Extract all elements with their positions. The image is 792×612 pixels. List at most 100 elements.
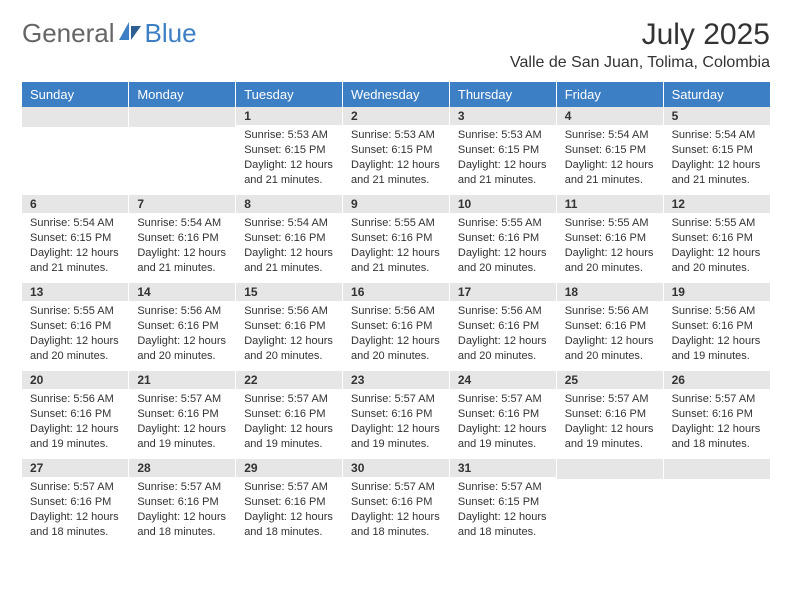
day-number: 28 [129,459,235,477]
calendar-cell [22,107,129,195]
day-details: Sunrise: 5:55 AMSunset: 6:16 PMDaylight:… [343,213,449,279]
day-number-bar [22,107,128,127]
day-details: Sunrise: 5:56 AMSunset: 6:16 PMDaylight:… [450,301,556,367]
calendar-cell: 30Sunrise: 5:57 AMSunset: 6:16 PMDayligh… [343,459,450,547]
day-number: 19 [664,283,770,301]
calendar-cell: 19Sunrise: 5:56 AMSunset: 6:16 PMDayligh… [663,283,770,371]
day-details: Sunrise: 5:56 AMSunset: 6:16 PMDaylight:… [557,301,663,367]
weekday-header: Sunday [22,82,129,107]
daylight-line: Daylight: 12 hours and 21 minutes. [137,246,227,276]
daylight-line: Daylight: 12 hours and 20 minutes. [565,246,655,276]
weekday-header: Monday [129,82,236,107]
calendar-table: SundayMondayTuesdayWednesdayThursdayFrid… [22,82,770,547]
sunset-line: Sunset: 6:15 PM [30,231,120,246]
weekday-header: Saturday [663,82,770,107]
calendar-cell: 8Sunrise: 5:54 AMSunset: 6:16 PMDaylight… [236,195,343,283]
title-block: July 2025 Valle de San Juan, Tolima, Col… [510,18,770,72]
calendar-cell: 10Sunrise: 5:55 AMSunset: 6:16 PMDayligh… [449,195,556,283]
day-number: 15 [236,283,342,301]
daylight-line: Daylight: 12 hours and 19 minutes. [458,422,548,452]
day-number: 25 [557,371,663,389]
daylight-line: Daylight: 12 hours and 21 minutes. [244,158,334,188]
day-number: 22 [236,371,342,389]
sunrise-line: Sunrise: 5:56 AM [351,304,441,319]
day-number: 12 [664,195,770,213]
calendar-cell: 2Sunrise: 5:53 AMSunset: 6:15 PMDaylight… [343,107,450,195]
day-details: Sunrise: 5:55 AMSunset: 6:16 PMDaylight:… [22,301,128,367]
sunset-line: Sunset: 6:16 PM [351,495,441,510]
calendar-cell [129,107,236,195]
calendar-cell: 7Sunrise: 5:54 AMSunset: 6:16 PMDaylight… [129,195,236,283]
calendar-cell: 9Sunrise: 5:55 AMSunset: 6:16 PMDaylight… [343,195,450,283]
daylight-line: Daylight: 12 hours and 20 minutes. [137,334,227,364]
day-details: Sunrise: 5:55 AMSunset: 6:16 PMDaylight:… [450,213,556,279]
day-number: 31 [450,459,556,477]
sunrise-line: Sunrise: 5:54 AM [30,216,120,231]
day-details: Sunrise: 5:57 AMSunset: 6:16 PMDaylight:… [664,389,770,455]
day-number: 5 [664,107,770,125]
sunrise-line: Sunrise: 5:55 AM [351,216,441,231]
calendar-week-row: 13Sunrise: 5:55 AMSunset: 6:16 PMDayligh… [22,283,770,371]
daylight-line: Daylight: 12 hours and 18 minutes. [244,510,334,540]
daylight-line: Daylight: 12 hours and 19 minutes. [30,422,120,452]
sunset-line: Sunset: 6:16 PM [30,407,120,422]
day-details: Sunrise: 5:57 AMSunset: 6:16 PMDaylight:… [129,477,235,543]
day-details: Sunrise: 5:54 AMSunset: 6:15 PMDaylight:… [557,125,663,191]
sunrise-line: Sunrise: 5:57 AM [137,392,227,407]
day-number: 27 [22,459,128,477]
sunset-line: Sunset: 6:15 PM [351,143,441,158]
sunrise-line: Sunrise: 5:57 AM [458,480,548,495]
calendar-cell: 23Sunrise: 5:57 AMSunset: 6:16 PMDayligh… [343,371,450,459]
sunrise-line: Sunrise: 5:56 AM [30,392,120,407]
calendar-cell: 16Sunrise: 5:56 AMSunset: 6:16 PMDayligh… [343,283,450,371]
logo-text-blue: Blue [145,18,197,49]
sunrise-line: Sunrise: 5:53 AM [244,128,334,143]
day-details: Sunrise: 5:54 AMSunset: 6:16 PMDaylight:… [236,213,342,279]
daylight-line: Daylight: 12 hours and 19 minutes. [565,422,655,452]
daylight-line: Daylight: 12 hours and 20 minutes. [244,334,334,364]
sunrise-line: Sunrise: 5:57 AM [30,480,120,495]
day-number: 21 [129,371,235,389]
day-details: Sunrise: 5:53 AMSunset: 6:15 PMDaylight:… [236,125,342,191]
sunrise-line: Sunrise: 5:55 AM [30,304,120,319]
calendar-cell: 12Sunrise: 5:55 AMSunset: 6:16 PMDayligh… [663,195,770,283]
sunset-line: Sunset: 6:16 PM [672,407,762,422]
sunrise-line: Sunrise: 5:57 AM [458,392,548,407]
calendar-cell: 22Sunrise: 5:57 AMSunset: 6:16 PMDayligh… [236,371,343,459]
daylight-line: Daylight: 12 hours and 18 minutes. [30,510,120,540]
calendar-cell: 15Sunrise: 5:56 AMSunset: 6:16 PMDayligh… [236,283,343,371]
day-number: 14 [129,283,235,301]
logo-sail-icon [117,18,143,49]
sunrise-line: Sunrise: 5:57 AM [351,392,441,407]
sunset-line: Sunset: 6:16 PM [672,319,762,334]
daylight-line: Daylight: 12 hours and 18 minutes. [458,510,548,540]
calendar-cell: 29Sunrise: 5:57 AMSunset: 6:16 PMDayligh… [236,459,343,547]
day-details: Sunrise: 5:56 AMSunset: 6:16 PMDaylight:… [343,301,449,367]
day-details: Sunrise: 5:54 AMSunset: 6:16 PMDaylight:… [129,213,235,279]
sunset-line: Sunset: 6:16 PM [351,231,441,246]
sunrise-line: Sunrise: 5:57 AM [351,480,441,495]
day-number: 4 [557,107,663,125]
day-number: 16 [343,283,449,301]
day-number: 17 [450,283,556,301]
sunset-line: Sunset: 6:16 PM [244,495,334,510]
day-number: 10 [450,195,556,213]
day-number: 11 [557,195,663,213]
day-details: Sunrise: 5:57 AMSunset: 6:16 PMDaylight:… [557,389,663,455]
daylight-line: Daylight: 12 hours and 20 minutes. [458,334,548,364]
calendar-week-row: 20Sunrise: 5:56 AMSunset: 6:16 PMDayligh… [22,371,770,459]
sunset-line: Sunset: 6:16 PM [244,319,334,334]
logo: General Blue [22,18,197,49]
calendar-cell: 6Sunrise: 5:54 AMSunset: 6:15 PMDaylight… [22,195,129,283]
logo-text-general: General [22,18,115,49]
day-details: Sunrise: 5:53 AMSunset: 6:15 PMDaylight:… [343,125,449,191]
calendar-cell: 1Sunrise: 5:53 AMSunset: 6:15 PMDaylight… [236,107,343,195]
day-details: Sunrise: 5:56 AMSunset: 6:16 PMDaylight:… [664,301,770,367]
day-number: 26 [664,371,770,389]
sunset-line: Sunset: 6:16 PM [30,495,120,510]
sunrise-line: Sunrise: 5:53 AM [458,128,548,143]
day-number: 23 [343,371,449,389]
daylight-line: Daylight: 12 hours and 20 minutes. [351,334,441,364]
daylight-line: Daylight: 12 hours and 18 minutes. [137,510,227,540]
calendar-cell: 31Sunrise: 5:57 AMSunset: 6:15 PMDayligh… [449,459,556,547]
